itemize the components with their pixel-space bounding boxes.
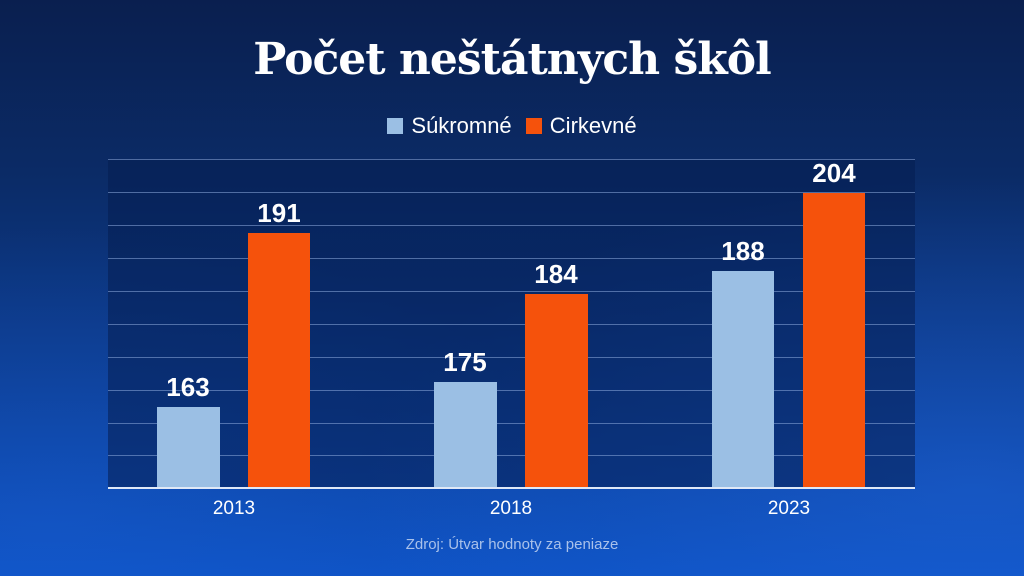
bar-label-2013-church: 191 <box>257 198 301 228</box>
bar-2023-private <box>712 271 774 488</box>
bar-label-2018-church: 184 <box>534 259 578 289</box>
plot-area <box>108 159 915 488</box>
bar-label-2018-private: 175 <box>443 347 487 377</box>
bar-2013-church <box>248 233 310 488</box>
gridline <box>108 357 915 358</box>
x-axis-line <box>108 487 915 489</box>
bar-2018-church <box>525 294 588 488</box>
chart-title: Počet neštátnych škôl <box>253 34 772 85</box>
gridline <box>108 225 915 226</box>
legend-swatch-private <box>387 118 404 134</box>
x-tick-2013: 2013 <box>212 498 256 519</box>
bar-label-2023-private: 188 <box>721 236 765 266</box>
bar-label-2023-church: 204 <box>812 158 856 188</box>
x-tick-2023: 2023 <box>767 498 811 519</box>
bar-label-2013-private: 163 <box>166 372 210 402</box>
legend-swatch-church <box>525 118 542 134</box>
legend-item-private: Súkromné <box>387 113 512 139</box>
bar-2018-private <box>434 382 497 488</box>
bar-2023-church <box>803 193 865 488</box>
x-tick-2018: 2018 <box>489 498 533 519</box>
legend: Súkromné Cirkevné <box>0 113 1024 140</box>
bar-2013-private <box>157 407 220 488</box>
gridline <box>108 159 915 160</box>
legend-label-private: Súkromné <box>411 113 512 138</box>
legend-item-church: Cirkevné <box>525 113 637 139</box>
legend-label-church: Cirkevné <box>549 113 637 138</box>
gridline <box>108 455 915 456</box>
gridline <box>108 423 915 424</box>
gridline <box>108 324 915 325</box>
gridline <box>108 390 915 391</box>
gridline <box>108 192 915 193</box>
source-note: Zdroj: Útvar hodnoty za peniaze <box>405 536 619 553</box>
gridline <box>108 291 915 292</box>
gridline <box>108 258 915 259</box>
